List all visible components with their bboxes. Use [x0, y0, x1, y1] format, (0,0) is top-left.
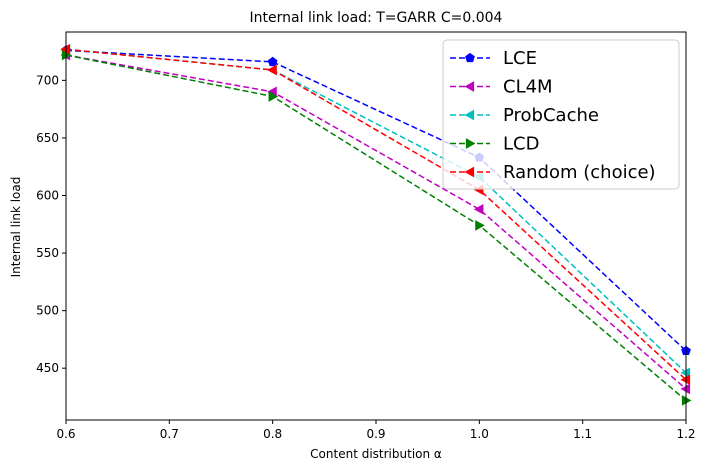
data-point-1-2: [473, 203, 484, 215]
x-tick-label-3: 0.9: [366, 427, 385, 441]
legend-box: [442, 39, 680, 190]
x-tick-label-5: 1.1: [573, 427, 592, 441]
y-tick-label-5: 700: [36, 73, 59, 87]
legend-label-3: LCD: [503, 134, 539, 155]
y-tick-label-3: 600: [36, 188, 59, 202]
data-point-0-1: [267, 56, 278, 67]
y-axis-label: Internal link load: [9, 177, 23, 278]
x-tick-label-1: 0.7: [160, 427, 179, 441]
x-tick-label-2: 0.8: [263, 427, 282, 441]
series-line-0: [65, 49, 687, 352]
data-point-4-1: [267, 64, 277, 76]
y-tick-label-4: 650: [36, 131, 59, 145]
legend-marker-3: [465, 138, 476, 149]
legend-label-2: ProbCache: [503, 105, 599, 126]
chart-title: Internal link load: T=GARR C=0.004: [250, 10, 503, 26]
legend-label-1: CL4M: [503, 77, 553, 98]
data-point-3-2: [475, 220, 485, 231]
x-tick-label-6: 1.2: [676, 427, 695, 441]
x-axis-label: Content distribution α: [310, 447, 442, 461]
legend-label-0: LCE: [503, 48, 537, 69]
legend-label-4: Random (choice): [503, 162, 656, 183]
x-tick-label-0: 0.6: [56, 427, 75, 441]
series-line-3: [65, 54, 687, 401]
y-tick-label-2: 550: [36, 246, 59, 260]
x-tick-label-4: 1.0: [470, 427, 489, 441]
legend: LCE CL4M ProbCache LCD Random (choice): [442, 39, 680, 190]
legend-marker-0: [465, 52, 475, 63]
series-line-4: [65, 48, 687, 381]
legend-marker-4: [464, 166, 475, 178]
y-tick-label-1: 500: [36, 304, 59, 318]
plot-area: 0.6 0.7 0.8 0.9 1.0 1.1 1.2 450 500 550 600 650 700 L…: [36, 31, 696, 441]
y-tick-label-0: 450: [36, 361, 59, 375]
legend-marker-1: [464, 81, 475, 92]
data-point-3-1: [268, 91, 279, 102]
series-line-1: [65, 54, 687, 390]
legend-marker-2: [464, 109, 475, 121]
